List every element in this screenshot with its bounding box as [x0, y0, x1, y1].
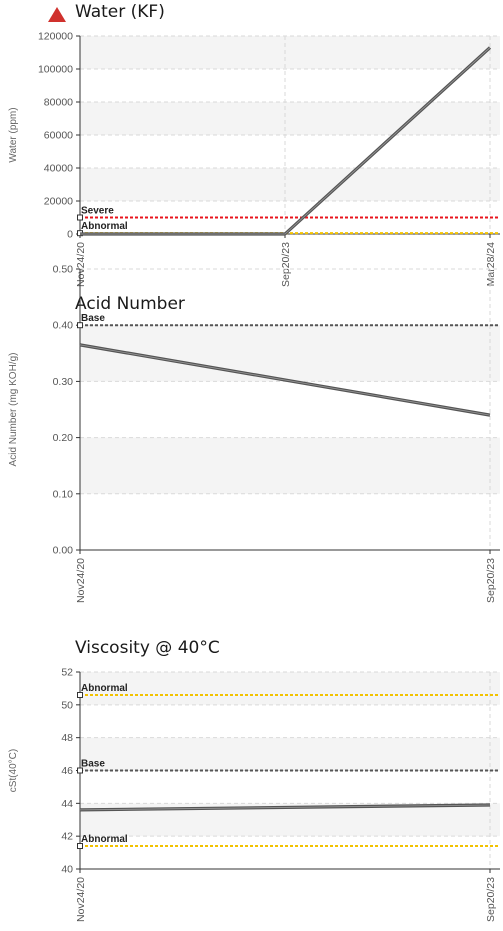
y-tick-label: 100000: [38, 64, 73, 76]
threshold-label: Severe: [81, 206, 114, 217]
grid-band: [80, 737, 500, 771]
y-tick-label: 0.50: [53, 264, 74, 276]
y-tick-label: 44: [61, 798, 73, 810]
alert-triangle-icon: [48, 7, 66, 22]
y-axis-label: Acid Number (mg KOH/g): [8, 353, 19, 467]
x-tick-label: Sep20/23: [485, 877, 497, 922]
y-tick-label: 42: [61, 831, 73, 843]
threshold-marker: [77, 214, 83, 221]
threshold-label: Abnormal: [81, 221, 128, 232]
y-tick-label: 60000: [44, 130, 73, 142]
y-tick-label: 46: [61, 765, 73, 777]
x-tick-label: Sep20/23: [280, 242, 292, 287]
viscosity-chart: 40 42 44 46 48 50 52 cSt(40°C) Nov24/20 Sep20/23 A…: [8, 667, 500, 922]
series-line-highlight: [80, 47, 491, 235]
viscosity-chart-title: Viscosity @ 40°C: [75, 638, 220, 658]
series-line-highlight: [79, 804, 491, 811]
y-tick-label: 52: [61, 667, 73, 679]
grid-band: [80, 102, 500, 135]
grid-band: [80, 325, 500, 382]
y-tick-label: 80000: [44, 97, 73, 109]
y-tick-label: 0.00: [53, 545, 74, 557]
y-tick-label: 40000: [44, 163, 73, 175]
y-tick-label: 120000: [38, 31, 73, 43]
threshold-marker: [77, 691, 83, 698]
threshold-label: Abnormal: [81, 834, 128, 845]
threshold-label: Abnormal: [81, 683, 128, 694]
threshold-marker: [77, 322, 83, 329]
threshold-marker: [77, 843, 83, 850]
threshold-label: Base: [81, 313, 105, 324]
threshold-marker: [77, 767, 83, 774]
grid-band: [80, 168, 500, 201]
acid-number-chart-title: Acid Number: [75, 294, 185, 314]
y-tick-label: 40: [61, 864, 73, 876]
x-tick-label: Nov24/20: [75, 242, 87, 287]
grid-band: [80, 672, 500, 705]
acid-number-chart: 0.00 0.10 0.20 0.30 0.40 0.50 Acid Number (mg …: [8, 264, 500, 603]
y-tick-label: 50: [61, 699, 73, 711]
y-tick-label: 48: [61, 732, 73, 744]
water-chart: 0 20000 40000 60000 80000 100000 120000 Water (…: [8, 31, 500, 287]
grid-band: [80, 36, 500, 69]
y-axis-label: cSt(40°C): [8, 749, 19, 792]
y-axis-label: Water (ppm): [8, 107, 19, 162]
threshold-label: Base: [81, 759, 105, 770]
y-tick-label: 0: [67, 229, 73, 241]
x-tick-label: Mar28/24: [485, 242, 497, 287]
y-tick-label: 0.20: [53, 432, 74, 444]
x-tick-label: Sep20/23: [485, 558, 497, 603]
water-chart-title: Water (KF): [75, 2, 165, 22]
y-tick-label: 20000: [44, 196, 73, 208]
x-tick-label: Nov24/20: [75, 558, 87, 603]
y-tick-label: 0.10: [53, 488, 74, 500]
y-tick-label: 0.40: [53, 320, 74, 332]
series-line-highlight: [79, 344, 491, 416]
x-tick-label: Nov24/20: [75, 877, 87, 922]
grid-band: [80, 437, 500, 494]
y-tick-label: 0.30: [53, 376, 74, 388]
